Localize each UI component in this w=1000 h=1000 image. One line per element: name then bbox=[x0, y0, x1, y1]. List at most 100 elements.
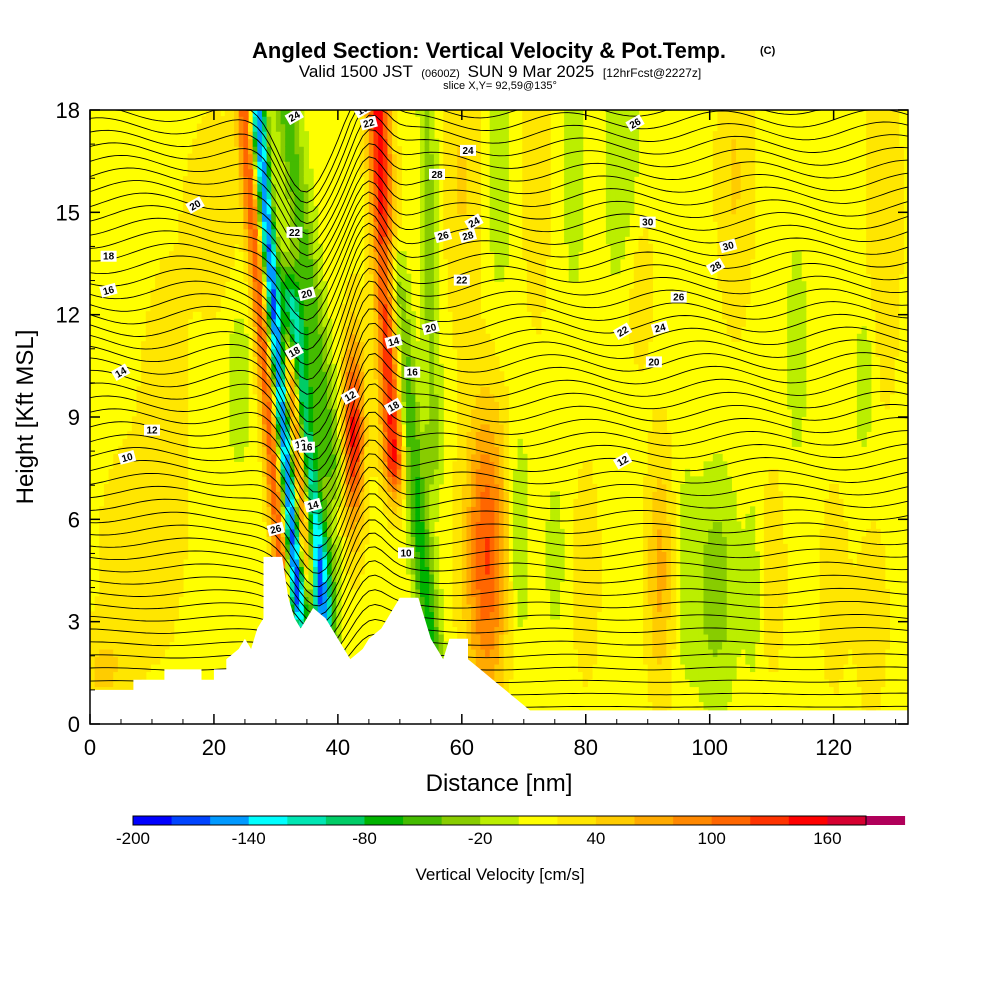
field-cell bbox=[145, 633, 152, 643]
field-cell bbox=[452, 498, 458, 507]
field-cell bbox=[429, 603, 435, 613]
field-cell bbox=[582, 491, 588, 500]
field-cell bbox=[285, 273, 291, 282]
field-cell bbox=[531, 131, 537, 140]
field-cell bbox=[540, 116, 547, 125]
field-cell bbox=[210, 266, 217, 275]
field-cell bbox=[224, 131, 231, 140]
field-cell bbox=[457, 461, 463, 470]
field-cell bbox=[299, 281, 305, 290]
field-cell bbox=[499, 551, 505, 560]
field-cell bbox=[503, 506, 509, 515]
field-cell bbox=[164, 461, 170, 470]
field-cell bbox=[201, 146, 207, 155]
field-cell bbox=[364, 221, 370, 230]
field-cell bbox=[378, 363, 384, 372]
field-cell bbox=[317, 588, 323, 598]
field-cell bbox=[313, 266, 319, 275]
field-cell bbox=[433, 476, 440, 485]
field-cell bbox=[471, 543, 477, 552]
field-cell bbox=[169, 431, 175, 440]
field-cell bbox=[350, 363, 356, 372]
field-cell bbox=[396, 506, 402, 515]
field-cell bbox=[308, 423, 314, 432]
field-cell bbox=[257, 176, 263, 185]
field-cell bbox=[471, 453, 477, 462]
field-cell bbox=[248, 303, 254, 312]
field-cell bbox=[406, 498, 412, 507]
field-cell bbox=[461, 356, 468, 365]
field-cell bbox=[424, 258, 430, 267]
field-cell bbox=[466, 626, 472, 635]
field-cell bbox=[406, 566, 412, 575]
field-cell bbox=[517, 483, 523, 492]
field-cell bbox=[368, 371, 375, 380]
field-cell bbox=[499, 468, 505, 477]
field-cell bbox=[401, 468, 407, 477]
field-cell bbox=[387, 146, 393, 155]
field-cell bbox=[531, 318, 537, 327]
field-cell bbox=[257, 446, 263, 455]
field-cell bbox=[466, 356, 472, 365]
field-cell bbox=[294, 588, 300, 598]
field-cell bbox=[159, 551, 165, 560]
field-cell bbox=[243, 378, 249, 387]
field-cell bbox=[503, 446, 509, 455]
field-cell bbox=[508, 641, 514, 650]
field-cell bbox=[475, 258, 482, 267]
field-cell bbox=[229, 386, 235, 395]
field-cell bbox=[155, 513, 161, 522]
field-cell bbox=[299, 153, 305, 162]
field-cell bbox=[359, 168, 365, 177]
field-cell bbox=[261, 123, 268, 132]
field-cell bbox=[526, 251, 533, 260]
field-cell bbox=[373, 356, 379, 365]
field-cell bbox=[178, 573, 184, 583]
field-cell bbox=[438, 596, 444, 605]
field-cell bbox=[99, 671, 105, 680]
field-cell bbox=[489, 123, 495, 132]
field-cell bbox=[187, 311, 193, 320]
field-cell bbox=[396, 498, 402, 507]
field-cell bbox=[419, 371, 426, 380]
field-cell bbox=[322, 438, 328, 447]
field-cell bbox=[127, 461, 133, 470]
field-cell bbox=[299, 521, 305, 530]
field-cell bbox=[489, 146, 495, 155]
field-cell bbox=[155, 633, 161, 643]
field-cell bbox=[280, 506, 286, 515]
field-cell bbox=[429, 131, 435, 140]
field-cell bbox=[215, 131, 221, 140]
field-cell bbox=[433, 341, 440, 350]
field-cell bbox=[155, 596, 161, 605]
field-cell bbox=[359, 326, 365, 335]
field-cell bbox=[294, 378, 300, 387]
field-cell bbox=[410, 446, 416, 455]
field-cell bbox=[178, 371, 184, 380]
field-cell bbox=[522, 521, 528, 530]
field-cell bbox=[433, 423, 440, 432]
field-cell bbox=[145, 378, 152, 387]
field-cell bbox=[410, 573, 416, 583]
field-cell bbox=[173, 581, 179, 590]
field-cell bbox=[489, 521, 495, 530]
field-cell bbox=[280, 221, 286, 230]
field-cell bbox=[354, 513, 361, 522]
field-cell bbox=[359, 341, 365, 350]
field-cell bbox=[578, 521, 584, 530]
field-cell bbox=[410, 326, 416, 335]
field-cell bbox=[526, 266, 533, 275]
field-cell bbox=[350, 506, 356, 515]
field-cell bbox=[364, 446, 370, 455]
field-cell bbox=[433, 393, 440, 402]
field-cell bbox=[206, 273, 212, 282]
field-cell bbox=[159, 281, 165, 290]
field-cell bbox=[382, 146, 389, 155]
field-cell bbox=[396, 483, 402, 492]
field-cell bbox=[364, 296, 370, 305]
field-cell bbox=[587, 483, 593, 492]
field-cell bbox=[396, 296, 402, 305]
field-cell bbox=[582, 528, 588, 537]
field-cell bbox=[155, 296, 161, 305]
field-cell bbox=[271, 378, 277, 387]
